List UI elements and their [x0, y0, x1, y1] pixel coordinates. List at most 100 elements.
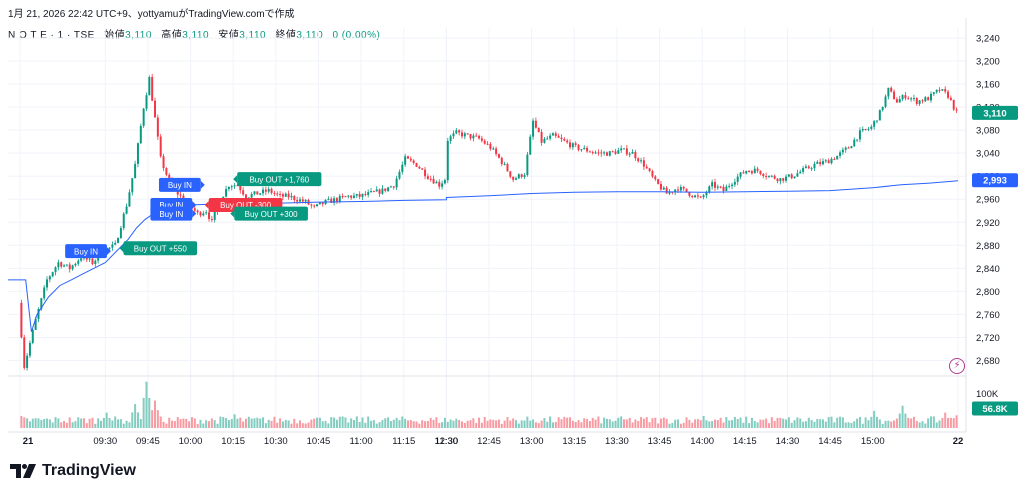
candle-body — [60, 262, 63, 267]
volume-bar — [236, 418, 239, 428]
volume-bar — [117, 419, 120, 428]
volume-bar — [159, 416, 162, 428]
candle-body — [816, 161, 819, 164]
volume-bar — [307, 422, 310, 428]
candle-body — [276, 193, 279, 195]
candle-body — [722, 186, 725, 191]
candle-body — [813, 163, 816, 169]
vwap-tag-text: 2,993 — [983, 176, 1007, 187]
candle-body — [534, 120, 537, 128]
price-tick-label: 3,080 — [976, 126, 1000, 137]
candle-body — [640, 160, 643, 162]
candle-body — [449, 136, 452, 141]
candle-body — [452, 133, 455, 137]
candle — [54, 266, 57, 276]
volume-bar — [387, 417, 390, 428]
candle-body — [443, 180, 446, 184]
candle-body — [600, 152, 603, 154]
time-tick-label: 15:00 — [861, 436, 885, 447]
candle — [907, 96, 910, 100]
volume-bar — [480, 422, 483, 428]
candle — [321, 202, 324, 207]
volume-bar — [611, 421, 614, 428]
trade-marker-label: Buy IN — [74, 247, 98, 256]
candle — [785, 174, 788, 183]
price-tick-label: 3,200 — [976, 57, 1000, 68]
volume-bar — [395, 417, 398, 428]
candle-body — [37, 309, 40, 319]
candle — [540, 129, 543, 146]
candle-body — [262, 189, 265, 194]
snapshot-caption: 1月 21, 2026 22:42 UTC+9、yottyamuがTrading… — [8, 9, 295, 20]
candle — [293, 195, 296, 203]
candle-body — [284, 193, 287, 197]
candle — [614, 148, 617, 155]
candle — [387, 186, 390, 193]
candle — [37, 307, 40, 323]
candle-body — [415, 162, 418, 167]
candle-body — [344, 196, 347, 198]
candle-body — [586, 147, 589, 152]
volume-bar — [233, 414, 236, 428]
candle-body — [597, 152, 600, 154]
candle — [861, 126, 864, 133]
grid-lines — [8, 28, 966, 428]
candle-body — [466, 133, 469, 135]
candle — [384, 188, 387, 193]
symbol-legend[interactable]: N O T E · 1 · TSE 始値3,110 高値3,110 安値3,11… — [8, 26, 380, 41]
trade-marker-pointer — [119, 244, 124, 253]
volume-bar — [941, 417, 944, 428]
volume-bar — [850, 422, 853, 428]
trade-markers: Buy IN Buy OUT +550 Buy IN Buy OUT +1,760 Bu… — [65, 172, 322, 259]
volume-bar — [210, 418, 213, 428]
volume-bar — [910, 418, 913, 428]
volume-bar — [603, 417, 606, 428]
candle-body — [864, 129, 867, 131]
candle-body — [352, 195, 355, 198]
volume-bar — [881, 423, 884, 428]
volume-bar — [355, 416, 358, 428]
candle-body — [270, 188, 273, 193]
volume-bar — [779, 417, 782, 428]
volume-bar — [674, 419, 677, 428]
candle — [270, 187, 273, 195]
volume-bar — [31, 418, 34, 428]
lightning-icon[interactable]: ⚡ — [949, 358, 965, 374]
volume-bar — [435, 417, 438, 428]
candle-body — [696, 195, 699, 197]
candle-body — [139, 125, 142, 144]
candle-body — [674, 189, 677, 193]
volume-bar — [85, 423, 88, 428]
trade-marker-pointer — [106, 247, 111, 256]
candle-body — [821, 161, 824, 165]
candle-body — [566, 140, 569, 143]
volume-bar — [293, 418, 296, 428]
candle — [242, 187, 245, 197]
candle-body — [327, 198, 330, 200]
time-tick-label: 11:15 — [392, 436, 415, 447]
candle — [452, 130, 455, 139]
candle — [492, 146, 495, 150]
candle-body — [230, 186, 233, 188]
trade-marker-pointer — [192, 201, 197, 209]
candle — [529, 134, 532, 156]
candle-body — [955, 109, 958, 111]
volume-bar — [324, 420, 327, 428]
candle — [165, 167, 168, 177]
candle — [750, 169, 753, 175]
candle — [699, 195, 702, 199]
candle — [921, 99, 924, 104]
trade-marker: Buy IN — [150, 206, 197, 221]
candle-body — [239, 185, 242, 191]
tradingview-logo[interactable]: TradingView — [10, 462, 136, 480]
volume-bar — [131, 412, 134, 428]
volume-bar — [489, 419, 492, 428]
volume-bar — [915, 420, 918, 428]
candle-body — [549, 135, 552, 139]
candle — [392, 186, 395, 190]
candle — [554, 131, 557, 139]
candle-body — [475, 135, 478, 137]
candle — [31, 329, 34, 345]
candle-body — [878, 110, 881, 121]
